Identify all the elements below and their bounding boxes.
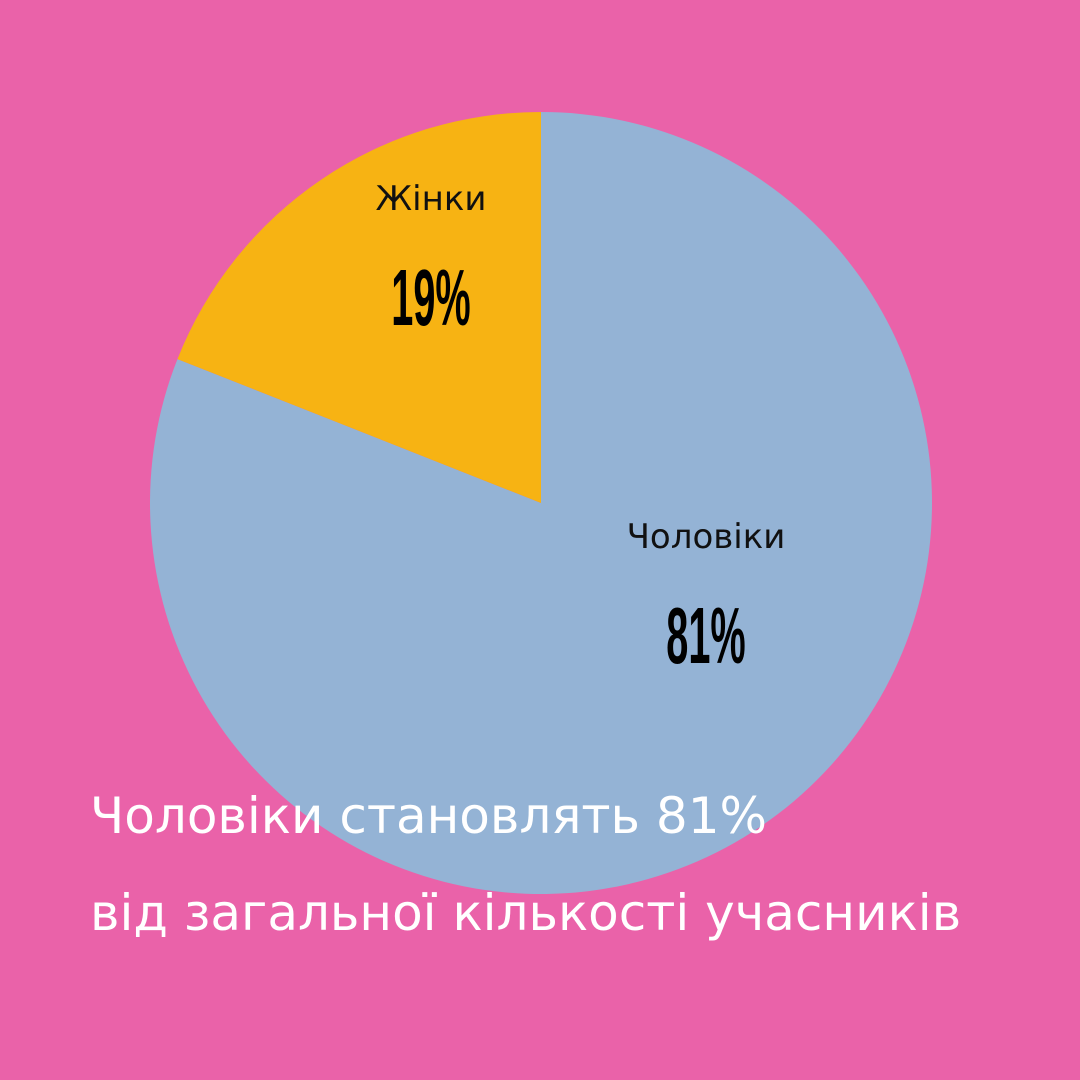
- pie-slice: [177, 112, 541, 503]
- slice-label: Чоловіки: [627, 517, 786, 557]
- pie-slice: [149, 112, 932, 895]
- caption-line: від загальної кількості учасників: [90, 884, 961, 942]
- caption-line: Чоловіки становлять 81%: [90, 787, 767, 845]
- slice-label: Жінки: [376, 179, 487, 219]
- value-label: 81%: [666, 592, 745, 681]
- value-label: 19%: [391, 254, 470, 343]
